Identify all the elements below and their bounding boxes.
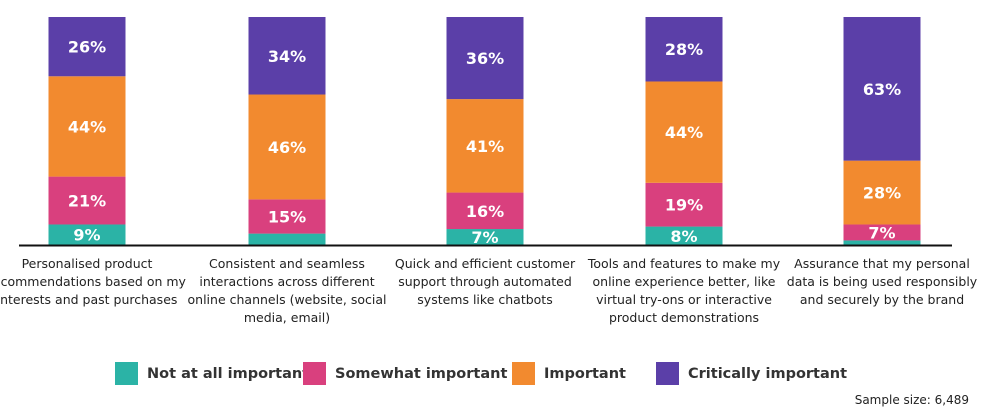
bar-segment [446, 229, 524, 245]
bar-segment [645, 182, 723, 227]
bar-segment [48, 17, 126, 77]
data-label: 7% [471, 228, 498, 247]
legend-item: Not at all important [115, 362, 309, 385]
legend-label: Somewhat important [335, 365, 508, 382]
bar-segment [248, 233, 326, 245]
bar-segment [645, 17, 723, 82]
bar-segment [446, 17, 524, 100]
category-label: Personalised product recommendations bas… [0, 256, 186, 307]
bar-segment [248, 199, 326, 234]
category-label: Quick and efficient customer support thr… [394, 256, 576, 307]
data-label: 7% [868, 223, 895, 242]
category-label: Consistent and seamless interactions acr… [187, 256, 387, 325]
legend-item: Important [512, 362, 626, 385]
legend-swatch [656, 362, 679, 385]
data-label: 8% [670, 227, 697, 246]
legend-swatch [115, 362, 138, 385]
data-label: 21% [68, 192, 106, 211]
bar-segment [48, 76, 126, 177]
legend-swatch [512, 362, 535, 385]
data-label: 44% [68, 117, 106, 136]
data-label: 44% [665, 123, 703, 142]
bar-segment [843, 160, 921, 225]
data-label: 34% [268, 47, 306, 66]
legend-swatch [303, 362, 326, 385]
sample-size-note: Sample size: 6,489 [854, 393, 969, 407]
data-label: 28% [863, 184, 901, 203]
bar-segment [446, 99, 524, 193]
data-label: 15% [268, 208, 306, 227]
data-label: 28% [665, 40, 703, 59]
category-label: Tools and features to make my online exp… [587, 256, 781, 325]
bar-segment [248, 94, 326, 200]
legend-item: Critically important [656, 362, 847, 385]
category-label: Assurance that my personal data is being… [786, 256, 978, 307]
data-label: 9% [73, 226, 100, 245]
legend-label: Critically important [688, 365, 848, 382]
bar-segment [843, 224, 921, 241]
bar-segment [645, 81, 723, 183]
data-label: 63% [863, 80, 901, 99]
data-label: 16% [466, 202, 504, 221]
data-label: 41% [466, 137, 504, 156]
legend-label: Not at all important [147, 365, 310, 382]
bar-segment [843, 17, 921, 161]
bar-segment [645, 226, 723, 245]
bar-segment [248, 17, 326, 95]
legend-label: Important [544, 365, 626, 382]
data-label: 36% [466, 49, 504, 68]
data-label: 26% [68, 38, 106, 57]
data-label: 46% [268, 138, 306, 157]
data-label: 19% [665, 196, 703, 215]
bar-segment [446, 192, 524, 230]
legend-item: Somewhat important [303, 362, 507, 385]
bar-segment [48, 224, 126, 245]
bar-segment [843, 240, 921, 245]
bar-segment [48, 176, 126, 225]
